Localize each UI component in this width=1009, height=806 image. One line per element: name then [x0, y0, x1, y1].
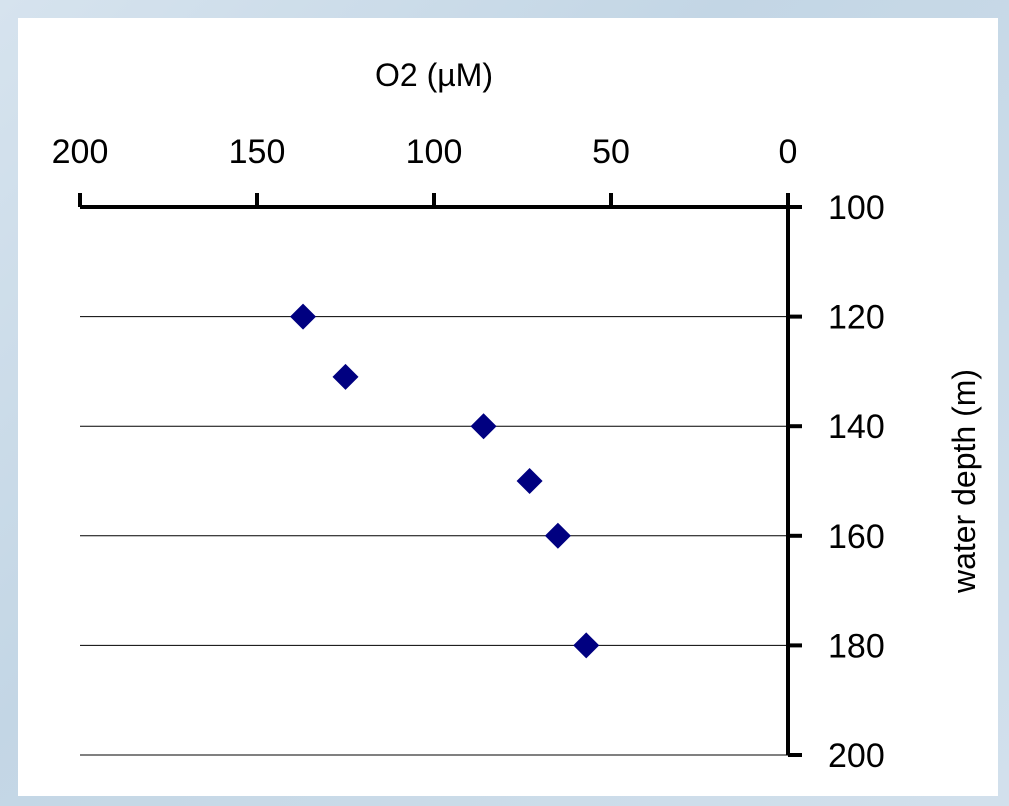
y-tick-label: 120	[828, 299, 885, 337]
data-point	[573, 632, 600, 659]
x-axis-title: O2 (µM)	[375, 57, 493, 93]
y-tick-label: 100	[828, 189, 885, 227]
y-tick-label: 200	[828, 737, 885, 775]
gridlines	[80, 316, 788, 756]
data-point	[290, 303, 317, 330]
chart-panel	[18, 18, 998, 796]
data-point	[544, 522, 571, 549]
x-tick-label: 50	[592, 133, 630, 171]
x-tick-label: 100	[406, 133, 463, 171]
data-point	[470, 413, 497, 440]
x-ticks: 200 150 100 50 0	[52, 133, 798, 207]
data-point	[332, 363, 359, 390]
x-tick-label: 150	[229, 133, 286, 171]
y-tick-label: 180	[828, 627, 885, 665]
y-ticks: 100 120 140 160 180 200	[788, 189, 885, 775]
x-tick-label: 0	[779, 133, 798, 171]
axes	[80, 205, 790, 755]
y-tick-label: 160	[828, 518, 885, 556]
data-points	[290, 303, 600, 659]
y-tick-label: 140	[828, 408, 885, 446]
data-point	[516, 468, 543, 494]
x-tick-label: 200	[52, 133, 109, 171]
y-axis-title: water depth (m)	[946, 369, 982, 594]
